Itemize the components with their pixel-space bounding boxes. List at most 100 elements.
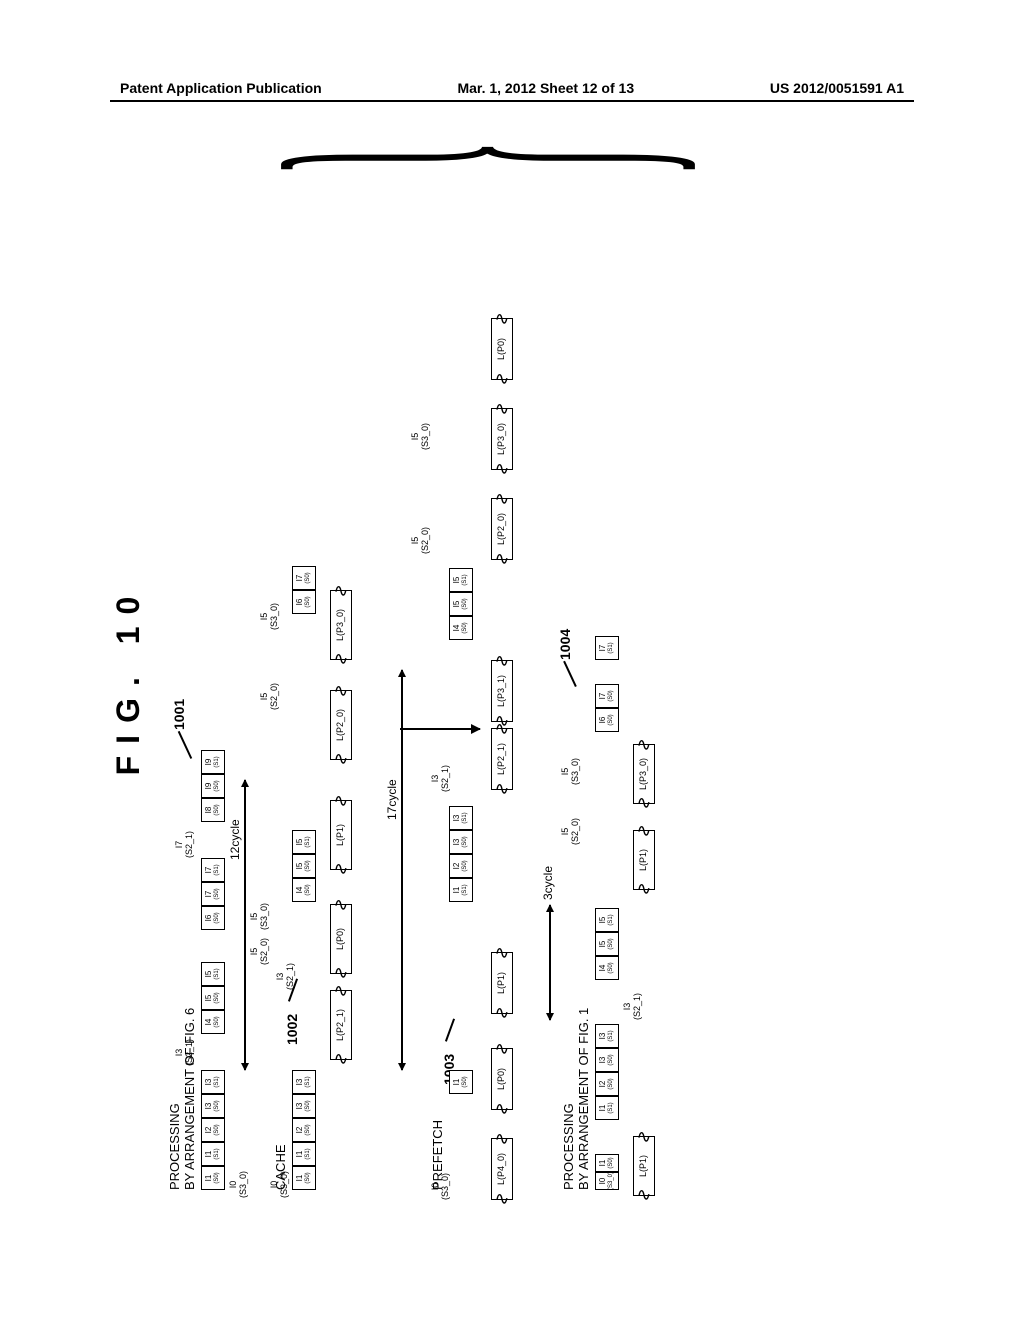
timeline-cell: I3(S0) (201, 1094, 225, 1118)
row3-i5b: I5 (S3_0) (411, 423, 431, 450)
load-block: L(P2_1) (330, 990, 352, 1060)
timeline-cell: I2(S0) (595, 1072, 619, 1096)
lead-line-1003 (445, 1018, 455, 1041)
timeline-cell: I0(S3_0) (595, 1172, 619, 1190)
figure-rotated-container: FIG. 10 } PROCESSING BY ARRANGEMENT OF F… (110, 170, 914, 1190)
row2: 1002 I0 (S3_0) I3 (S2_1) I5 (S2_0) I5 (S… (290, 170, 380, 1190)
row1-lbl-i7: I7 (S2_1) (175, 831, 195, 858)
timeline-cell: I4(S0) (449, 616, 473, 640)
load-block: L(P2_0) (491, 498, 513, 560)
timeline-cell: I2(S0) (292, 1118, 316, 1142)
timeline-cell: I1(S1) (595, 1096, 619, 1120)
row4-i5b: I5 (S3_0) (561, 758, 581, 785)
cycle17-text: 17cycle (385, 779, 399, 820)
row2-i5d: I5 (S3_0) (260, 603, 280, 630)
load-block: L(P3_1) (491, 660, 513, 722)
timeline-cell: I4(S0) (292, 878, 316, 902)
timeline-cell: I9(S0) (201, 774, 225, 798)
row4-i3: I3 (S2_1) (623, 993, 643, 1020)
timeline-cell: I3(S0) (449, 830, 473, 854)
timeline-cell: I3(S0) (595, 1048, 619, 1072)
timeline-cell: I6(S0) (595, 708, 619, 732)
load-block: L(P1) (633, 1136, 655, 1196)
timeline-cell: I5(S0) (449, 592, 473, 616)
header-left: Patent Application Publication (120, 80, 322, 96)
figure-area: FIG. 10 } PROCESSING BY ARRANGEMENT OF F… (110, 170, 914, 1190)
row2-arrow (244, 780, 246, 1070)
row2-i5c: I5 (S2_0) (260, 683, 280, 710)
row3: 1003 I0 (S3_0) I3 (S2_1) I5 (S2_0) I5 (S… (447, 170, 547, 1190)
timeline-cell: I6(S0) (292, 590, 316, 614)
section1-label: PROCESSING BY ARRANGEMENT OF FIG. 6 (167, 170, 197, 1190)
timeline-cell: I3(S0) (292, 1094, 316, 1118)
timeline-cell: I5(S0) (292, 854, 316, 878)
ref-1001: 1001 (171, 699, 187, 730)
load-block: L(P1) (633, 830, 655, 890)
timeline-cell: I7(S0) (595, 684, 619, 708)
page-header: Patent Application Publication Mar. 1, 2… (0, 80, 1024, 96)
timeline-cell: I1(S0) (201, 1166, 225, 1190)
timeline-cell: I6(S0) (201, 906, 225, 930)
timeline-cell: I1(S0) (292, 1166, 316, 1190)
row3-i5a: I5 (S2_0) (411, 527, 431, 554)
timeline-cell: I5(S1) (201, 962, 225, 986)
load-block: L(P3_0) (491, 408, 513, 470)
load-block: L(P1) (491, 952, 513, 1014)
timeline-cell: I4(S0) (595, 956, 619, 980)
timeline-cell: I7(S1) (595, 636, 619, 660)
row2-i3: I3 (S2_1) (276, 963, 296, 990)
section3-label: PREFETCH (430, 170, 445, 1190)
timeline-cell: I3(S1) (595, 1024, 619, 1048)
row2-i5a: I5 (S2_0) (250, 938, 270, 965)
timeline-cell: I1(S0) (449, 1070, 473, 1094)
timeline-cell: I3(S1) (201, 1070, 225, 1094)
row1: 1001 I0 (S3_0) I3 (S2_1) I7 (S2_1) I1(S0… (199, 170, 259, 1190)
timeline-cell: I1(S1) (201, 1142, 225, 1166)
load-block: L(P0) (491, 318, 513, 380)
ref-1002: 1002 (284, 1014, 300, 1045)
row4-i5a: I5 (S2_0) (561, 818, 581, 845)
timeline-cell: I1(S1) (449, 878, 473, 902)
row1-lbl-i3: I3 (S2_1) (175, 1039, 195, 1066)
timeline-cell: I5(S1) (595, 908, 619, 932)
load-block: L(P0) (491, 1048, 513, 1110)
row4: 1004 I3 (S2_1) I5 (S2_0) I5 (S3_0) 3cycl… (593, 170, 683, 1190)
timeline-cell: I5(S0) (201, 986, 225, 1010)
row3-i0: I0 (S3_0) (431, 1173, 451, 1200)
header-rule (110, 100, 914, 102)
timeline-cell: I5(S0) (595, 932, 619, 956)
timeline-cell: I1(S0) (595, 1154, 619, 1172)
timeline-cell: I4(S0) (201, 1010, 225, 1034)
load-block: L(P2_1) (491, 728, 513, 790)
row2-i5b: I5 (S3_0) (250, 903, 270, 930)
load-block: L(P3_0) (330, 590, 352, 660)
row3-arrow (401, 670, 403, 1070)
timeline-cell: I7(S0) (292, 566, 316, 590)
header-right: US 2012/0051591 A1 (770, 80, 904, 96)
ref-1004: 1004 (557, 629, 573, 660)
cycle12-text: 12cycle (228, 819, 242, 860)
timeline-cell: I7(S0) (201, 882, 225, 906)
header-center: Mar. 1, 2012 Sheet 12 of 13 (457, 80, 634, 96)
timeline-cell: I1(S1) (292, 1142, 316, 1166)
load-block: L(P4_0) (491, 1138, 513, 1200)
timeline-cell: I9(S1) (201, 750, 225, 774)
timeline-cell: I5(S1) (449, 568, 473, 592)
load-block: L(P1) (330, 800, 352, 870)
load-block: L(P3_0) (633, 744, 655, 804)
section4-label: PROCESSING BY ARRANGEMENT OF FIG. 1 (561, 170, 591, 1190)
cycle3-text: 3cycle (541, 866, 555, 900)
row2-i0: I0 (S3_0) (270, 1171, 290, 1198)
timeline-cell: I5(S1) (292, 830, 316, 854)
timeline-cell: I7(S1) (201, 858, 225, 882)
timeline-cell: I2(S0) (201, 1118, 225, 1142)
timeline-cell: I2(S0) (449, 854, 473, 878)
row3-i3: I3 (S2_1) (431, 765, 451, 792)
row4-arrow (549, 905, 551, 1020)
timeline-cell: I3(S1) (449, 806, 473, 830)
timeline-cell: I8(S0) (201, 798, 225, 822)
load-block: L(P0) (330, 904, 352, 974)
row1-lbl-i0: I0 (S3_0) (229, 1171, 249, 1198)
load-block: L(P2_0) (330, 690, 352, 760)
figure-title: FIG. 10 (110, 170, 147, 1190)
